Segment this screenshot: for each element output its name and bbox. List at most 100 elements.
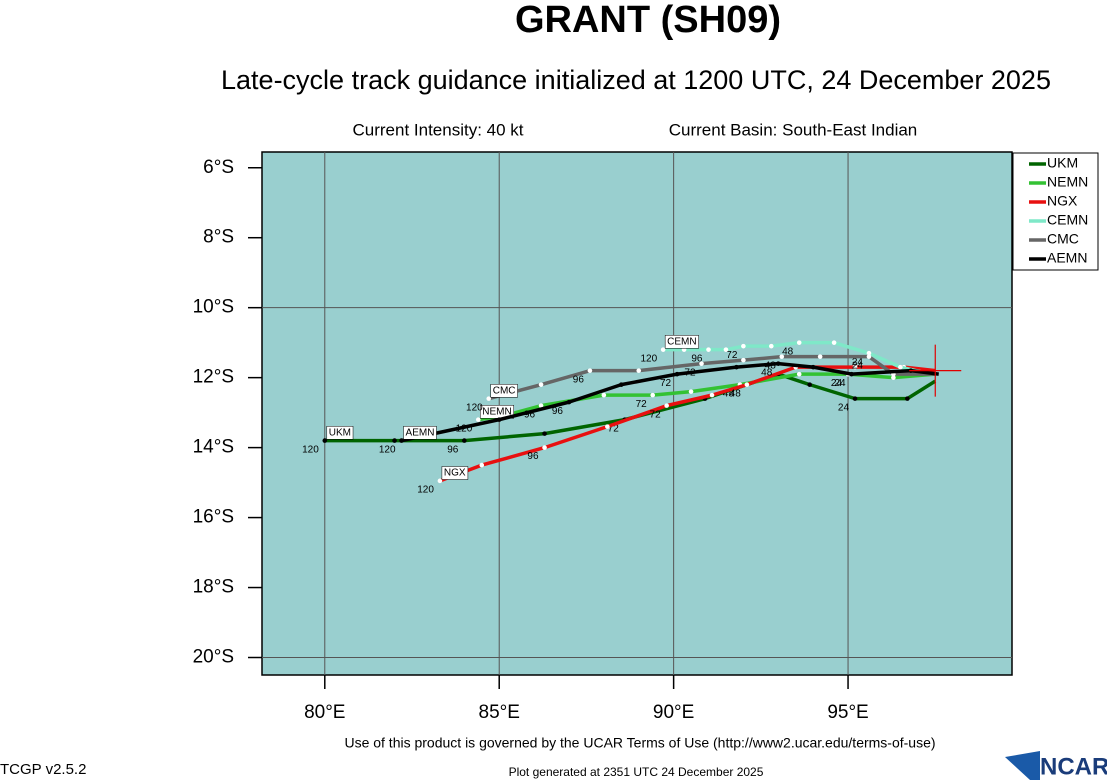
- tau-label: 24: [852, 357, 864, 368]
- model-tag: NGX: [441, 466, 469, 480]
- tau-label: 72: [726, 350, 738, 361]
- basin: Current Basin: South-East Indian: [669, 120, 918, 139]
- x-tick-label: 80°E: [304, 702, 345, 723]
- model-tag: CEMN: [664, 335, 699, 349]
- track-point: [619, 382, 624, 387]
- track-point: [462, 438, 467, 443]
- legend-box: [1012, 152, 1099, 271]
- legend-label: UKM: [1047, 155, 1078, 171]
- model-tag: UKM: [326, 426, 354, 440]
- legend-label: CMC: [1047, 231, 1079, 247]
- tau-label: 120: [302, 444, 319, 455]
- tau-label: 48: [761, 367, 773, 378]
- tau-label: 72: [636, 399, 648, 410]
- model-box: [664, 335, 699, 349]
- x-tick-label: 90°E: [653, 702, 694, 723]
- track-point: [538, 382, 544, 387]
- y-tick-label: 6°S: [203, 157, 234, 178]
- model-name: NGX: [444, 467, 466, 478]
- tau-label: 48: [723, 388, 735, 399]
- tau-label: 96: [691, 353, 703, 364]
- model-box: [326, 426, 354, 440]
- legend-label: CEMN: [1047, 212, 1088, 228]
- x-tick-label: 85°E: [479, 702, 520, 723]
- tau-label: 120: [417, 484, 434, 495]
- tau-label: 120: [640, 353, 657, 364]
- track-point: [486, 396, 492, 401]
- track-point: [542, 431, 547, 436]
- tau-label: 96: [527, 451, 539, 462]
- tau-label: 48: [782, 346, 794, 357]
- tau-label: 24: [831, 378, 843, 389]
- track-point: [709, 392, 715, 398]
- terms: Use of this product is governed by the U…: [344, 735, 935, 751]
- track-point: [650, 392, 655, 398]
- model-box: [441, 466, 469, 480]
- track-point: [775, 361, 781, 366]
- model-name: UKM: [329, 427, 351, 438]
- y-tick-label: 8°S: [203, 227, 234, 248]
- legend-label: AEMN: [1047, 250, 1087, 266]
- track-point: [796, 371, 802, 377]
- track-point: [891, 375, 896, 380]
- track-point: [744, 382, 750, 387]
- x-tick-label: 95°E: [827, 702, 868, 723]
- track-point: [475, 417, 481, 422]
- track-point: [898, 364, 903, 370]
- track-point: [831, 340, 837, 345]
- intensity: Current Intensity: 40 kt: [352, 120, 523, 139]
- track-point: [601, 392, 607, 398]
- track-point: [866, 354, 872, 359]
- track-point: [905, 396, 910, 401]
- track-point: [779, 354, 785, 359]
- model-box: [490, 384, 518, 398]
- track-point: [734, 364, 739, 370]
- tau-label: 72: [660, 378, 672, 389]
- tau-label: 72: [608, 423, 620, 434]
- model-tag: CMC: [490, 384, 518, 398]
- track-point: [852, 364, 858, 370]
- tau-label: 96: [552, 406, 564, 417]
- model-box: [480, 405, 514, 419]
- model-box: [403, 426, 437, 440]
- track-point: [479, 462, 485, 468]
- y-tick-label: 14°S: [193, 437, 234, 458]
- y-tick-label: 16°S: [193, 507, 234, 528]
- track-point: [664, 403, 669, 408]
- tau-label: 96: [524, 409, 536, 420]
- track-point: [660, 347, 666, 352]
- tau-label: 96: [447, 444, 459, 455]
- tau-label: 120: [466, 402, 483, 413]
- track-point: [741, 357, 746, 363]
- model-name: AEMN: [406, 427, 435, 438]
- track-point: [437, 478, 443, 484]
- track-point: [542, 445, 547, 450]
- model-name: CMC: [493, 385, 516, 396]
- track-point: [566, 399, 572, 405]
- track-point: [769, 343, 774, 349]
- y-tick-label: 12°S: [193, 367, 234, 388]
- track-point: [852, 396, 858, 401]
- logo: NCAR: [1040, 753, 1107, 780]
- model-tag: AEMN: [403, 426, 437, 440]
- y-tick-label: 10°S: [193, 297, 234, 318]
- track-point: [817, 354, 823, 359]
- tau-label: 120: [379, 444, 396, 455]
- track-point: [688, 389, 694, 394]
- model-name: CEMN: [667, 336, 696, 347]
- track-point: [496, 417, 502, 422]
- track-point: [322, 438, 328, 443]
- y-tick-label: 18°S: [193, 577, 234, 598]
- track-point: [866, 350, 872, 356]
- track-point: [699, 361, 704, 366]
- track-point: [796, 340, 802, 345]
- tau-label: 24: [852, 360, 864, 371]
- track-point: [741, 343, 746, 349]
- generated: Plot generated at 2351 UTC 24 December 2…: [509, 765, 764, 779]
- track-point: [587, 368, 593, 373]
- track-point: [810, 364, 816, 370]
- version: TCGP v2.5.2: [0, 761, 86, 778]
- tau-label: 72: [650, 409, 662, 420]
- plot-area: [261, 151, 1013, 676]
